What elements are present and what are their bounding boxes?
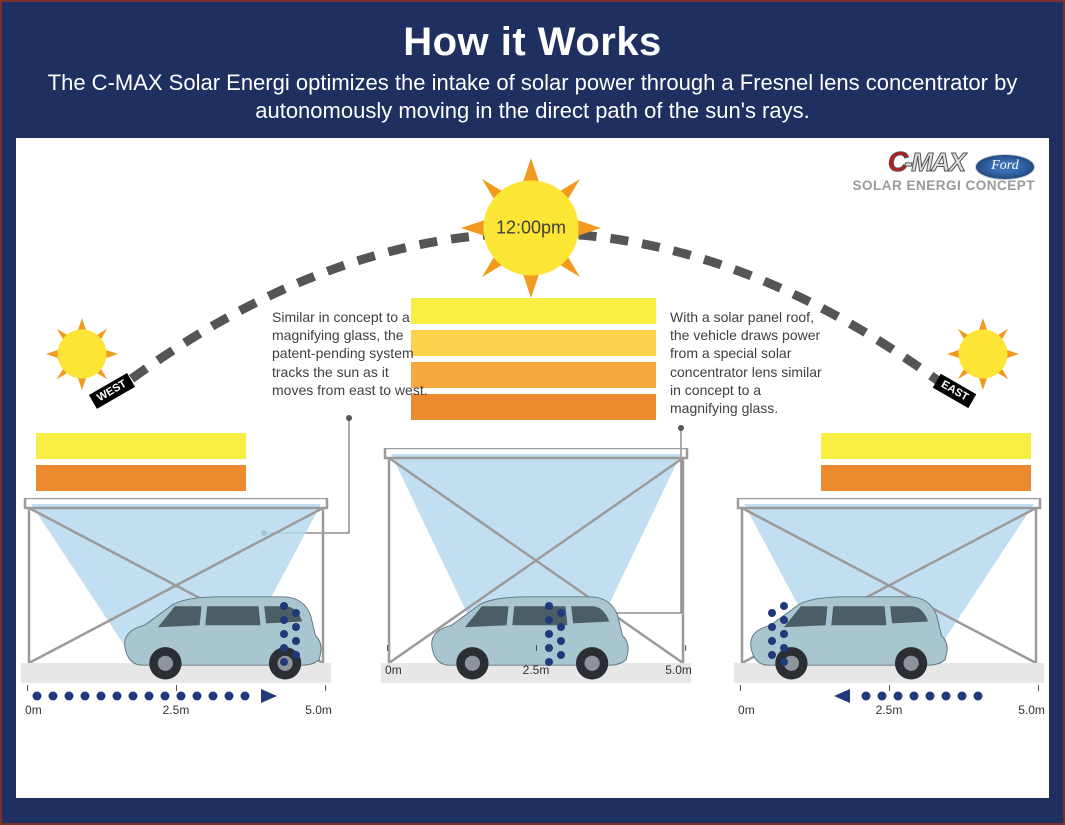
callout-right: With a solar panel roof, the vehicle dra… [670,308,830,417]
ruler-morning: 0m 2.5m 5.0m [21,685,331,725]
cmax-max: -MAX [904,147,964,177]
ruler-5m: 5.0m [305,703,332,717]
carport-noon [381,448,691,643]
ruler-evening: 0m 2.5m 5.0m [734,685,1044,725]
sun-time-label: 12:00pm [496,218,566,239]
carport-evening [734,498,1044,683]
infographic-body: C-MAX SOLAR ENERGI CONCEPT 12:00pm [16,138,1049,798]
cmax-logo: C-MAX [852,146,1035,180]
ruler-0m: 0m [25,703,42,717]
logo-area: C-MAX SOLAR ENERGI CONCEPT [852,146,1035,193]
ruler-noon: 0m 2.5m 5.0m [381,645,691,685]
ruler-5m: 5.0m [665,663,692,677]
sun-noon: 12:00pm [461,158,601,298]
ray-bars-center [411,298,656,420]
ruler-5m: 5.0m [1018,703,1045,717]
concept-line: SOLAR ENERGI CONCEPT [852,178,1035,193]
carport-morning [21,498,331,683]
ruler-25m: 2.5m [163,703,190,717]
ray-bars-left [36,433,246,491]
station-morning: 0m 2.5m 5.0m [21,498,331,725]
sun-evening [947,318,1019,390]
ruler-0m: 0m [385,663,402,677]
ruler-25m: 2.5m [876,703,903,717]
ruler-25m: 2.5m [523,663,550,677]
subtitle: The C-MAX Solar Energi optimizes the int… [42,69,1023,124]
title: How it Works [42,20,1023,65]
header: How it Works The C-MAX Solar Energi opti… [2,2,1063,138]
ray-bars-right [821,433,1031,491]
callout-left: Similar in concept to a magnifying glass… [272,308,432,399]
infographic-frame: How it Works The C-MAX Solar Energi opti… [0,0,1065,825]
sun-morning [46,318,118,390]
ruler-0m: 0m [738,703,755,717]
ford-logo [975,154,1035,180]
station-noon: 0m 2.5m 5.0m [381,448,691,685]
station-evening: 0m 2.5m 5.0m [734,498,1044,725]
